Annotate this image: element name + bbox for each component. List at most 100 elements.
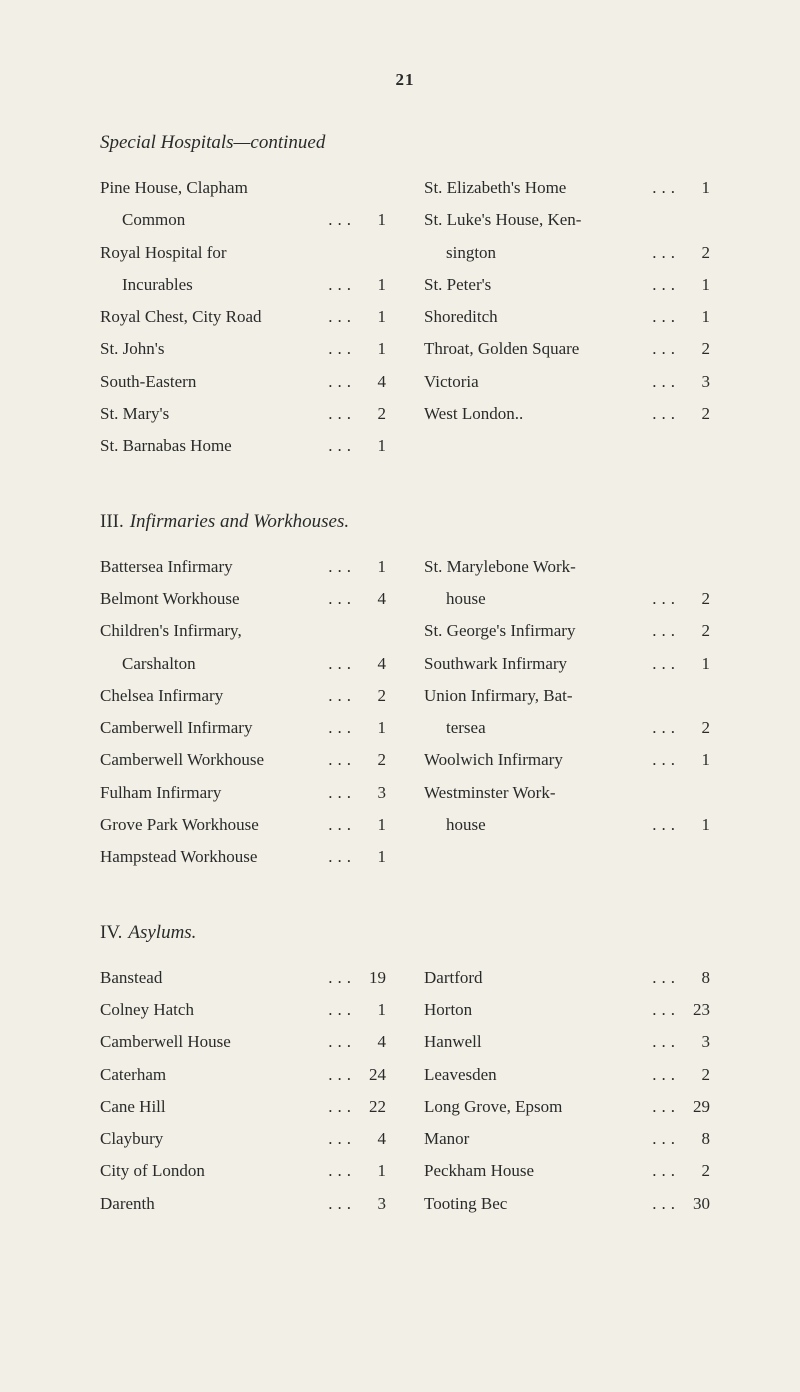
row-dots: ... xyxy=(486,809,686,841)
row-dots: ... xyxy=(507,1188,686,1220)
row-value: 8 xyxy=(686,962,710,994)
row-label: South-Eastern xyxy=(100,366,196,398)
list-row: Tooting Bec...30 xyxy=(424,1188,710,1220)
list-row: Pine House, Clapham xyxy=(100,172,386,204)
list-row: Grove Park Workhouse...1 xyxy=(100,809,386,841)
right-column: St. Marylebone Work-house...2St. George'… xyxy=(424,551,710,874)
list-row: Carshalton...4 xyxy=(100,648,386,680)
left-column: Banstead...19Colney Hatch...1Camberwell … xyxy=(100,962,386,1220)
row-label: Fulham Infirmary xyxy=(100,777,221,809)
list-row: Leavesden...2 xyxy=(424,1059,710,1091)
list-row: Darenth...3 xyxy=(100,1188,386,1220)
row-value: 3 xyxy=(686,1026,710,1058)
row-value: 1 xyxy=(362,204,386,236)
section-heading: III.Infirmaries and Workhouses. xyxy=(100,511,710,533)
row-value: 3 xyxy=(686,366,710,398)
row-label: Colney Hatch xyxy=(100,994,194,1026)
list-row: Royal Chest, City Road...1 xyxy=(100,301,386,333)
page-number: 21 xyxy=(100,70,710,90)
list-row: Camberwell Infirmary...1 xyxy=(100,712,386,744)
row-label: house xyxy=(424,809,486,841)
row-value: 4 xyxy=(362,1123,386,1155)
row-label: Manor xyxy=(424,1123,469,1155)
row-label: Leavesden xyxy=(424,1059,497,1091)
row-dots: ... xyxy=(523,398,686,430)
left-column: Battersea Infirmary...1Belmont Workhouse… xyxy=(100,551,386,874)
row-label: sington xyxy=(424,237,496,269)
row-label: St. Elizabeth's Home xyxy=(424,172,566,204)
row-dots: ... xyxy=(169,398,362,430)
list-row: Hanwell...3 xyxy=(424,1026,710,1058)
row-value: 4 xyxy=(362,1026,386,1058)
row-label: St. Peter's xyxy=(424,269,491,301)
list-row: Claybury...4 xyxy=(100,1123,386,1155)
row-value: 23 xyxy=(686,994,710,1026)
right-column: St. Elizabeth's Home...1St. Luke's House… xyxy=(424,172,710,463)
list-row: City of London...1 xyxy=(100,1155,386,1187)
row-dots: ... xyxy=(486,583,686,615)
row-label: St. Luke's House, Ken- xyxy=(424,204,581,236)
row-dots: ... xyxy=(233,551,362,583)
list-row: Chelsea Infirmary...2 xyxy=(100,680,386,712)
list-row: St. Mary's...2 xyxy=(100,398,386,430)
row-value: 3 xyxy=(362,777,386,809)
list-row: West London.....2 xyxy=(424,398,710,430)
row-value: 1 xyxy=(686,648,710,680)
row-dots: ... xyxy=(579,333,686,365)
list-row: Southwark Infirmary...1 xyxy=(424,648,710,680)
row-dots: ... xyxy=(567,648,686,680)
row-value: 2 xyxy=(686,712,710,744)
list-row: tersea...2 xyxy=(424,712,710,744)
row-value: 1 xyxy=(362,333,386,365)
row-label: West London.. xyxy=(424,398,523,430)
row-value: 2 xyxy=(686,333,710,365)
list-row: Incurables...1 xyxy=(100,269,386,301)
row-dots: ... xyxy=(563,744,686,776)
row-dots: ... xyxy=(534,1155,686,1187)
row-label: Incurables xyxy=(100,269,193,301)
list-row: Hampstead Workhouse...1 xyxy=(100,841,386,873)
row-value: 1 xyxy=(686,301,710,333)
row-dots: ... xyxy=(472,994,686,1026)
list-row: St. Luke's House, Ken- xyxy=(424,204,710,236)
list-row: St. Barnabas Home...1 xyxy=(100,430,386,462)
row-label: Darenth xyxy=(100,1188,155,1220)
row-value: 1 xyxy=(362,301,386,333)
row-label: Royal Hospital for xyxy=(100,237,227,269)
row-label: St. George's Infirmary xyxy=(424,615,575,647)
row-label: Chelsea Infirmary xyxy=(100,680,223,712)
page-content: Special Hospitals—continuedPine House, C… xyxy=(100,132,710,1220)
row-label: Westminster Work- xyxy=(424,777,556,809)
row-label: Southwark Infirmary xyxy=(424,648,567,680)
row-label: Claybury xyxy=(100,1123,163,1155)
list-row: Horton...23 xyxy=(424,994,710,1026)
list-row: St. Elizabeth's Home...1 xyxy=(424,172,710,204)
row-label: St. Mary's xyxy=(100,398,169,430)
list-row: sington...2 xyxy=(424,237,710,269)
row-dots: ... xyxy=(498,301,686,333)
row-value: 2 xyxy=(362,680,386,712)
row-dots: ... xyxy=(252,712,362,744)
row-label: Long Grove, Epsom xyxy=(424,1091,562,1123)
row-value: 1 xyxy=(362,551,386,583)
row-dots: ... xyxy=(262,301,363,333)
row-label: tersea xyxy=(424,712,486,744)
row-value: 2 xyxy=(686,615,710,647)
row-value: 1 xyxy=(362,712,386,744)
row-value: 1 xyxy=(362,1155,386,1187)
list-row: Fulham Infirmary...3 xyxy=(100,777,386,809)
row-label: Tooting Bec xyxy=(424,1188,507,1220)
row-value: 4 xyxy=(362,648,386,680)
two-column-list: Banstead...19Colney Hatch...1Camberwell … xyxy=(100,962,710,1220)
list-row: St. Peter's...1 xyxy=(424,269,710,301)
row-value: 4 xyxy=(362,366,386,398)
row-value: 1 xyxy=(362,994,386,1026)
row-value: 8 xyxy=(686,1123,710,1155)
row-label: Camberwell House xyxy=(100,1026,231,1058)
row-label: Carshalton xyxy=(100,648,196,680)
list-row: house...1 xyxy=(424,809,710,841)
row-value: 29 xyxy=(686,1091,710,1123)
row-label: Caterham xyxy=(100,1059,166,1091)
list-row: Camberwell House...4 xyxy=(100,1026,386,1058)
row-value: 2 xyxy=(686,237,710,269)
